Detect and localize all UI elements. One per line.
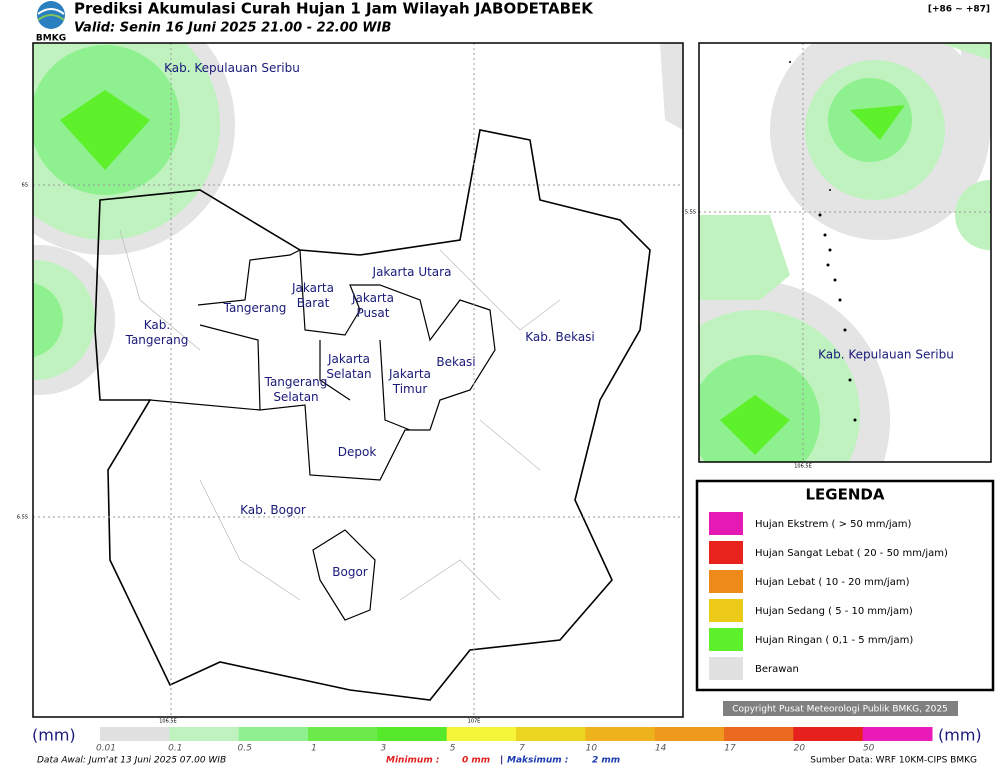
max-value: 2 mm (592, 756, 620, 766)
legend-label: Hujan Sedang ( 5 - 10 mm/jam) (755, 606, 913, 617)
colorbar-label: 3 (380, 744, 386, 754)
colorbar-label: 0.5 (238, 744, 253, 754)
region-label: Tangerang (223, 301, 287, 315)
inset-frame (698, 42, 992, 463)
region-label: Jakarta Timur (388, 367, 431, 396)
region-label: Bekasi (436, 355, 475, 369)
colorbar-label: 0.1 (168, 744, 182, 754)
main-map (33, 43, 683, 717)
logo-text: BMKG (36, 34, 66, 44)
region-label: Jakarta Pusat (351, 291, 394, 320)
colorbar-segment (724, 727, 794, 741)
main-map-frame (32, 42, 684, 718)
legend-label: Hujan Ringan ( 0,1 - 5 mm/jam) (755, 635, 913, 646)
colorbar-segment (516, 727, 586, 741)
legend-swatch (709, 657, 743, 680)
colorbar-label: 5 (450, 744, 456, 754)
colorbar-segment (793, 727, 864, 741)
colorbar-segment (238, 727, 309, 741)
colorbar-label: 17 (724, 744, 736, 754)
region-label: Jakarta Selatan (326, 352, 371, 381)
min-label: Minimum : (386, 756, 439, 766)
colorbar-segment (862, 727, 933, 741)
colorbar-label: 50 (863, 744, 875, 754)
colorbar-segment (308, 727, 378, 741)
legend-swatch (709, 628, 743, 651)
region-label: Kab. Tangerang (125, 318, 189, 347)
legend-box (695, 479, 995, 692)
colorbar-label: 0.01 (96, 744, 116, 754)
region-label: Kab. Bekasi (525, 330, 595, 344)
colorbar-segment (585, 727, 656, 741)
lon-label: 106.5E (159, 719, 176, 725)
copyright: Copyright Pusat Meteorologi Publik BMKG,… (732, 705, 948, 715)
min-value: 0 mm (462, 756, 490, 766)
legend-swatch (709, 570, 743, 593)
region-label: Depok (338, 445, 377, 459)
max-label: Maksimum : (507, 756, 568, 766)
lat-label: 6S (22, 183, 28, 189)
region-label: Kab. Kepulauan Seribu (164, 61, 300, 75)
title: Prediksi Akumulasi Curah Hujan 1 Jam Wil… (74, 0, 594, 18)
colorbar-label: 1 (311, 744, 317, 754)
source: Sumber Data: WRF 10KM-CIPS BMKG (810, 756, 977, 766)
colorbar-segment (169, 727, 240, 741)
logo (37, 1, 65, 29)
lon-label: 107E (468, 719, 481, 725)
region-label: Tangerang Selatan (264, 375, 328, 404)
copyright-box (723, 701, 958, 716)
separator: | (500, 756, 503, 766)
lon-label: 106.5E (794, 464, 811, 470)
colorbar-label: 20 (794, 744, 806, 754)
colorbar-segment (654, 727, 725, 741)
legend-label: Berawan (755, 664, 799, 675)
region-label: Jakarta Utara (372, 265, 452, 279)
legend-title: LEGENDA (806, 486, 885, 504)
unit-left: (mm) (32, 726, 76, 745)
inset-map (699, 43, 991, 462)
colorbar-label: 14 (655, 744, 667, 754)
legend-label: Hujan Ekstrem ( > 50 mm/jam) (755, 519, 912, 530)
colorbar-segment (446, 727, 517, 741)
colorbar-segment (100, 727, 170, 741)
colorbar-segment (377, 727, 448, 741)
legend-swatch (709, 599, 743, 622)
unit-right: (mm) (938, 726, 982, 745)
colorbar-label: 7 (519, 744, 525, 754)
region-label: Kab. Bogor (240, 503, 306, 517)
region-label: Kab. Kepulauan Seribu (818, 348, 954, 362)
legend-swatch (709, 541, 743, 564)
region-label: Bogor (332, 565, 368, 579)
lat-label: 6.5S (17, 515, 28, 521)
legend-label: Hujan Sangat Lebat ( 20 - 50 mm/jam) (755, 548, 948, 559)
region-label: Jakarta Barat (291, 281, 334, 310)
colorbar-label: 10 (586, 744, 598, 754)
lat-label: 5.5S (685, 210, 696, 216)
valid-time: Valid: Senin 16 Juni 2025 21.00 - 22.00 … (74, 21, 391, 36)
legend-swatch (709, 512, 743, 535)
data-awal: Data Awal: Jum'at 13 Juni 2025 07.00 WIB (37, 756, 226, 766)
legend-label: Hujan Lebat ( 10 - 20 mm/jam) (755, 577, 910, 588)
range: [+86 ~ +87] (928, 5, 990, 15)
